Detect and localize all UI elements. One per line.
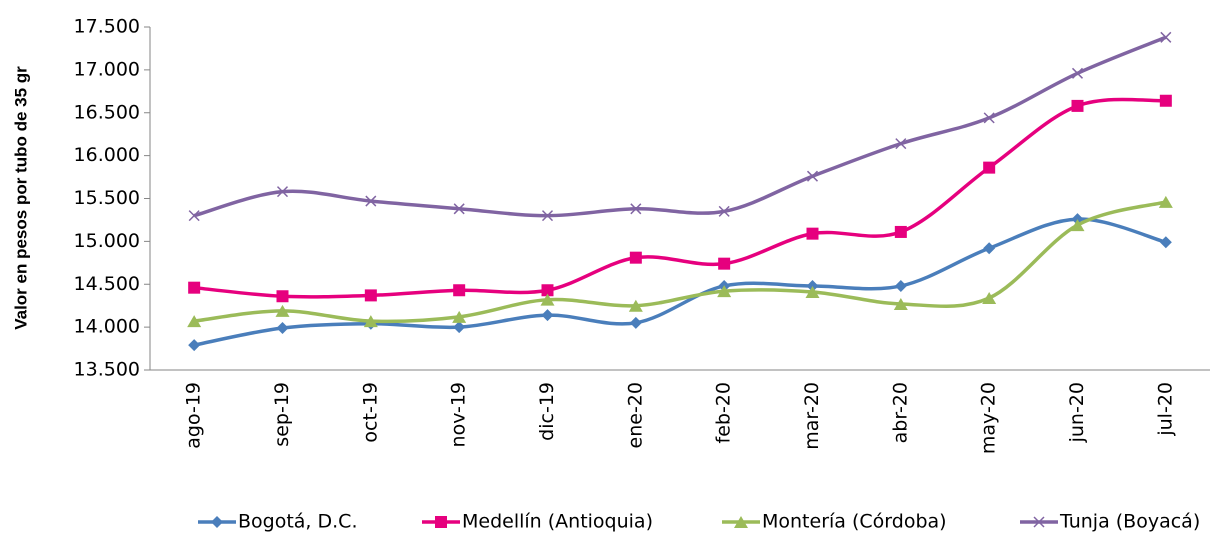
legend-marker — [211, 516, 223, 528]
legend-label: Tunja (Boyacá) — [1059, 511, 1200, 533]
x-tick-label: feb-20 — [713, 382, 735, 443]
data-point — [1070, 219, 1085, 232]
data-point — [894, 225, 907, 238]
x-tick-label: may-20 — [978, 382, 1000, 454]
data-point — [630, 203, 642, 215]
data-point — [983, 112, 995, 124]
data-point — [982, 291, 997, 304]
data-point — [1158, 195, 1173, 208]
x-tick-label: abr-20 — [889, 382, 911, 443]
data-point — [453, 284, 466, 297]
y-tick-label: 16.000 — [74, 144, 140, 166]
data-point — [365, 195, 377, 207]
data-point — [187, 315, 202, 328]
y-tick-label: 14.500 — [74, 273, 140, 295]
y-tick-label: 13.500 — [74, 359, 140, 381]
y-tick-label: 17.500 — [74, 16, 140, 38]
data-point — [1160, 31, 1172, 43]
x-tick-label: ago-19 — [183, 382, 205, 449]
x-tick-label: jul-20 — [1154, 382, 1176, 437]
data-point — [541, 284, 554, 297]
y-tick-label: 17.000 — [74, 58, 140, 80]
y-tick-label: 15.000 — [74, 230, 140, 252]
y-tick-label: 16.500 — [74, 101, 140, 123]
series-line — [193, 217, 1167, 347]
data-point — [541, 210, 554, 222]
legend-item: Montería (Córdoba) — [722, 511, 947, 533]
data-point — [893, 297, 908, 310]
data-point — [806, 227, 819, 240]
data-point — [188, 339, 201, 352]
data-point — [629, 316, 642, 329]
data-point — [805, 285, 820, 298]
y-tick-label: 15.500 — [74, 187, 140, 209]
data-point — [364, 289, 377, 302]
data-point — [629, 251, 642, 264]
data-point — [983, 242, 996, 255]
data-point — [1071, 67, 1084, 79]
series-line — [193, 35, 1167, 218]
data-point — [453, 321, 466, 334]
data-point — [1159, 94, 1172, 107]
legend-label: Montería (Córdoba) — [762, 511, 947, 533]
data-point — [275, 304, 290, 317]
legend-label: Medellín (Antioquia) — [462, 511, 653, 533]
data-point — [363, 315, 378, 328]
data-point — [1159, 236, 1172, 249]
data-point — [806, 279, 819, 292]
x-tick-label: mar-20 — [801, 382, 823, 450]
data-point — [276, 290, 289, 303]
series-line — [193, 200, 1167, 324]
data-point — [453, 203, 465, 215]
data-point — [276, 186, 289, 198]
legend-marker — [435, 516, 447, 528]
x-tick-label: ene-20 — [624, 382, 646, 448]
y-axis-title: Valor en pesos por tubo de 35 gr — [11, 66, 30, 330]
legend-label: Bogotá, D.C. — [238, 511, 358, 533]
data-point — [541, 309, 554, 322]
legend-item: Bogotá, D.C. — [198, 511, 358, 533]
x-tick-label: nov-19 — [448, 382, 470, 447]
legend-marker — [1033, 516, 1045, 528]
data-point — [806, 170, 819, 182]
data-point — [188, 210, 200, 222]
x-tick-label: oct-19 — [359, 382, 381, 443]
data-point — [628, 299, 643, 312]
data-point — [452, 310, 467, 323]
legend-item: Medellín (Antioquia) — [422, 511, 653, 533]
y-tick-label: 14.000 — [74, 316, 140, 338]
data-point — [895, 138, 907, 150]
legend-marker — [734, 516, 748, 528]
x-tick-label: sep-19 — [271, 382, 293, 447]
data-point — [1071, 99, 1084, 112]
data-point — [717, 285, 732, 298]
data-point — [188, 281, 201, 294]
data-point — [718, 257, 731, 270]
data-point — [540, 293, 555, 306]
data-point — [894, 279, 907, 292]
x-tick-label: dic-19 — [536, 382, 558, 441]
data-point — [983, 161, 996, 174]
data-point — [276, 321, 289, 334]
legend-item: Tunja (Boyacá) — [1020, 511, 1200, 533]
data-point — [718, 205, 730, 217]
x-tick-label: jun-20 — [1066, 382, 1088, 443]
